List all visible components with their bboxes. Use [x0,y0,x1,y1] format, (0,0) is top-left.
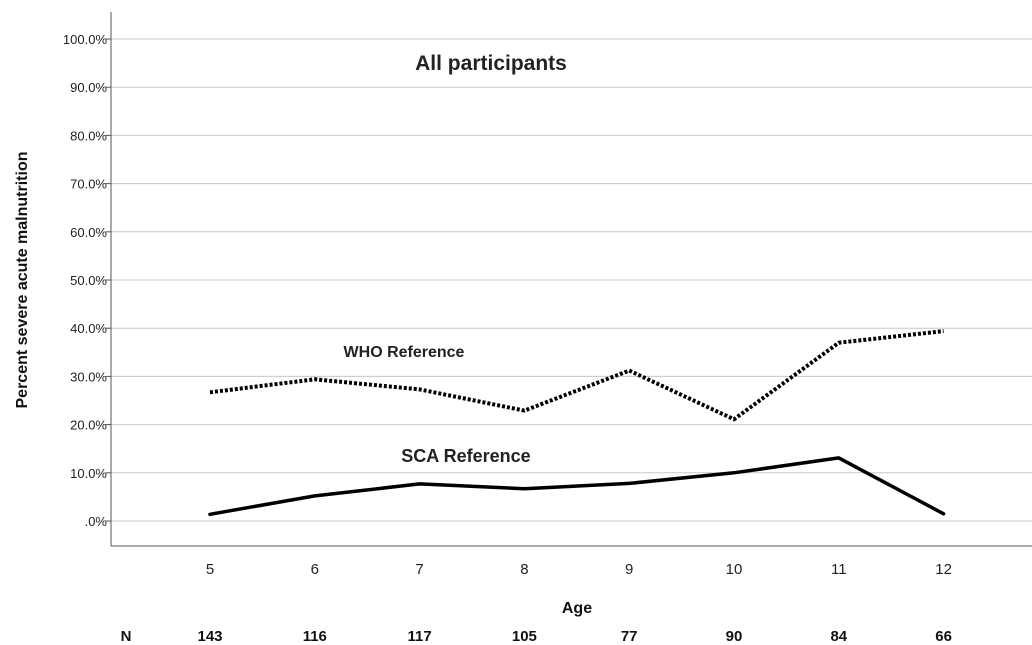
n-value: 105 [512,628,537,645]
x-tick-label: 10 [726,561,743,578]
y-tick-label: 50.0% [70,273,107,288]
x-tick-label: 7 [415,561,423,578]
series-line-who [209,329,944,422]
x-tick-label: 5 [206,561,214,578]
x-tick-labels: 5 6 7 8 9 10 11 12 [206,561,952,578]
x-tick-label: 11 [831,561,847,578]
n-value: 116 [303,628,327,645]
n-value: 77 [621,628,638,645]
n-value: 66 [935,628,952,645]
y-tick-label: 20.0% [70,418,107,433]
chart-title: All participants [415,52,567,75]
gridlines [106,38,1032,522]
x-tick-label: 9 [625,561,633,578]
series-line-sca [208,456,946,517]
n-value: 90 [726,628,743,645]
n-value: 84 [830,628,847,645]
y-tick-labels: 100.0% 90.0% 80.0% 70.0% 60.0% 50.0% 40.0% 30.0… [63,32,108,529]
y-axis-label: Percent severe acute malnutrition [14,152,31,409]
n-row-label: N [121,628,132,645]
y-tick-label: 40.0% [70,321,107,336]
y-tick-label: 10.0% [70,466,107,481]
x-tick-label: 6 [311,561,319,578]
series-lines [208,329,946,517]
x-tick-label: 12 [935,561,952,578]
y-tick-label: 60.0% [70,225,107,240]
y-tick-label: 90.0% [70,80,107,95]
x-axis-label: Age [562,600,592,617]
y-tick-label: 100.0% [63,32,108,47]
y-tick-label: .0% [85,514,108,529]
n-value: 117 [407,628,431,645]
n-value: 143 [197,628,222,645]
y-tick-label: 80.0% [70,128,107,143]
y-tick-label: 30.0% [70,369,107,384]
y-tick-label: 70.0% [70,177,107,192]
series-label-sca: SCA Reference [401,446,530,466]
x-tick-label: 8 [520,561,528,578]
series-label-who: WHO Reference [344,344,465,361]
n-values-row: 143 116 117 105 77 90 84 66 [197,628,951,645]
